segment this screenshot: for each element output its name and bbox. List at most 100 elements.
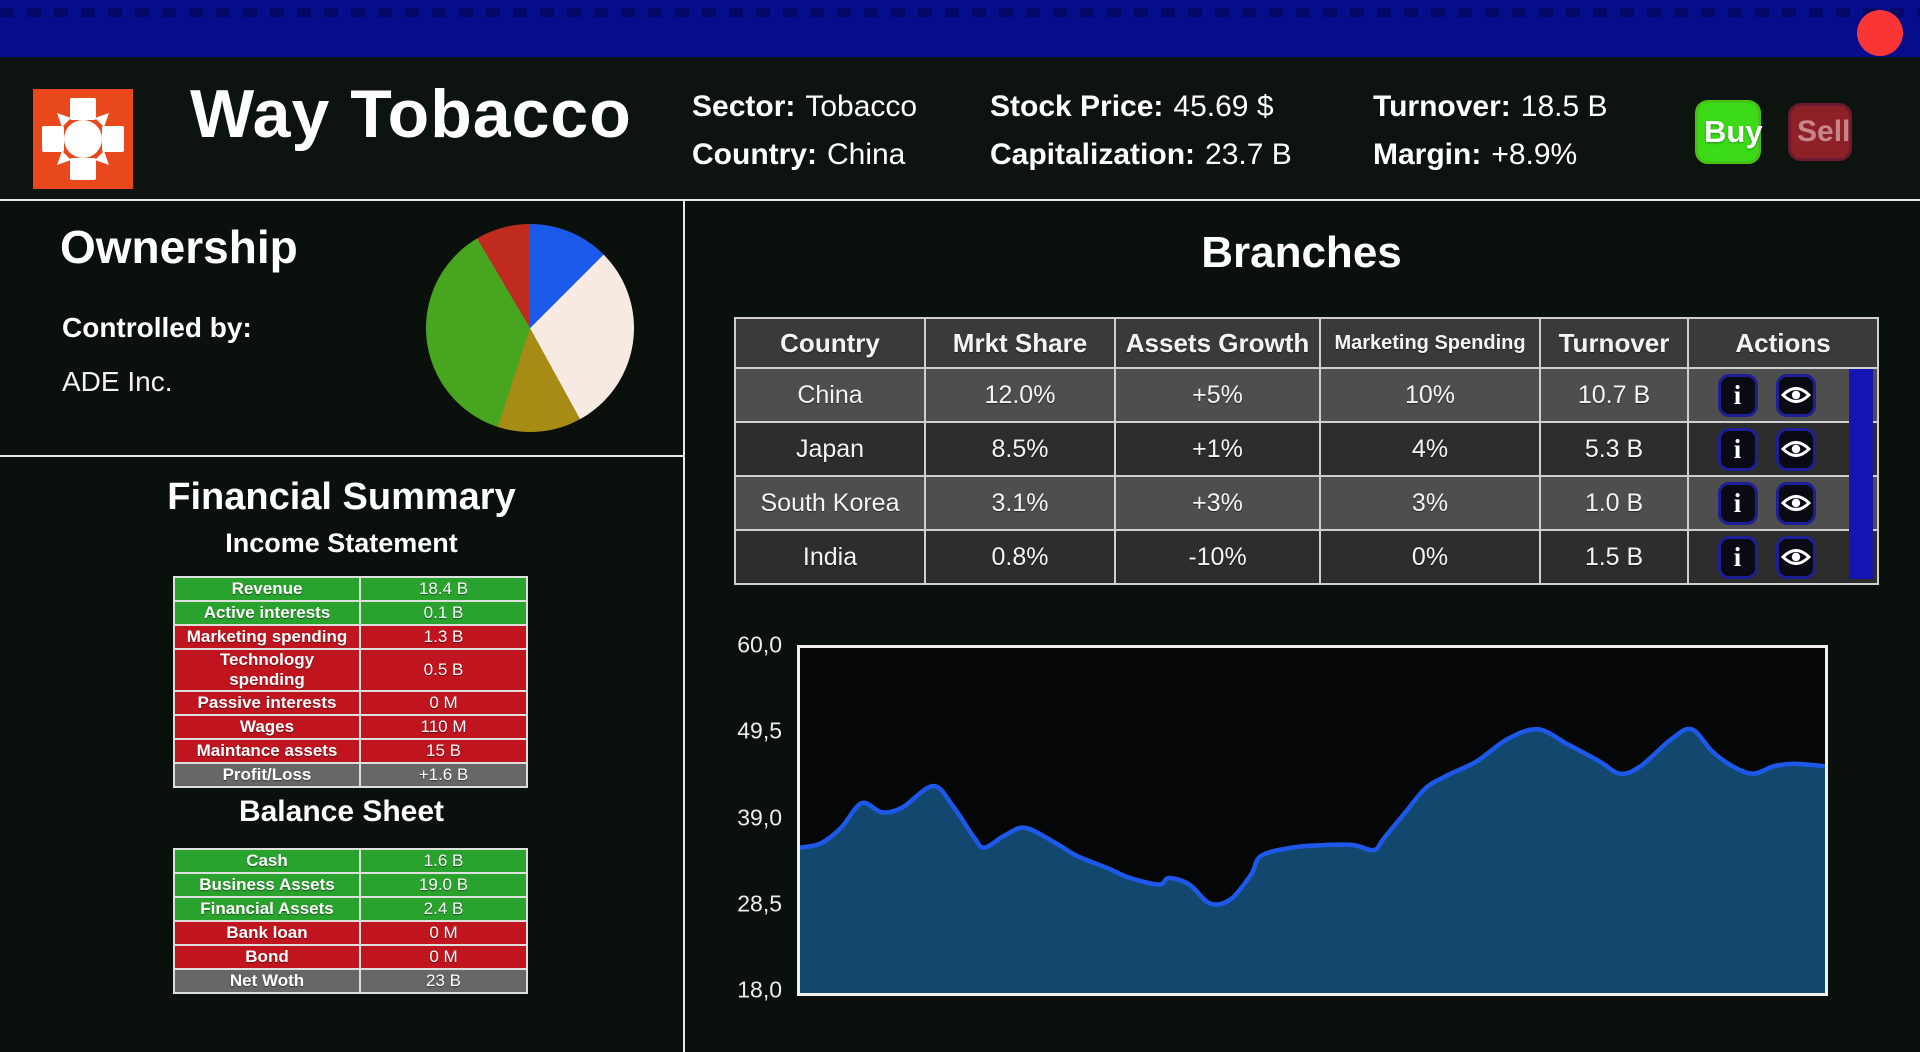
fin-row-label: Profit/Loss	[173, 762, 361, 788]
ownership-pie-chart	[426, 224, 634, 432]
branches-header-row: Country Mrkt Share Assets Growth Marketi…	[734, 317, 1879, 369]
branch-turnover: 1.5 B	[1539, 529, 1689, 585]
fin-row: Maintance assets 15 B	[173, 738, 528, 764]
col-header-marketing-spending: Marketing Spending	[1319, 317, 1541, 369]
branch-actions: i	[1687, 475, 1879, 531]
fin-row-value: 19.0 B	[359, 872, 528, 898]
fin-row-value: 110 M	[359, 714, 528, 740]
branch-info-button[interactable]: i	[1717, 427, 1758, 471]
margin-stat: Margin: +8.9%	[1373, 131, 1608, 179]
branch-assets-growth: +3%	[1114, 475, 1321, 531]
branch-view-button[interactable]	[1775, 427, 1816, 471]
fin-row: Profit/Loss +1.6 B	[173, 762, 528, 788]
y-axis-tick-label: 49,5	[737, 717, 782, 744]
branch-mrkt-share: 12.0%	[924, 367, 1116, 423]
notification-dot-icon[interactable]	[1857, 10, 1903, 56]
balance-sheet-table: Cash 1.6 B Business Assets 19.0 B Financial …	[173, 848, 528, 994]
capitalization-stat: Capitalization: 23.7 B	[990, 131, 1292, 179]
fin-row: Cash 1.6 B	[173, 848, 528, 874]
branch-marketing-spending: 0%	[1319, 529, 1541, 585]
fin-row-label: Financial Assets	[173, 896, 361, 922]
balance-sheet-title: Balance Sheet	[238, 795, 445, 828]
sell-button[interactable]: Sell	[1788, 103, 1852, 161]
eye-icon	[1780, 549, 1811, 565]
ownership-title: Ownership	[60, 221, 298, 273]
branch-view-button[interactable]	[1775, 535, 1816, 579]
financial-summary-title: Financial Summary	[167, 476, 516, 518]
fin-row-value: 15 B	[359, 738, 528, 764]
branch-mrkt-share: 0.8%	[924, 529, 1116, 585]
branch-info-button[interactable]: i	[1717, 535, 1758, 579]
branch-actions: i	[1687, 367, 1879, 423]
fin-row: Passive interests 0 M	[173, 690, 528, 716]
controlled-by-label: Controlled by:	[62, 312, 252, 343]
branch-view-button[interactable]	[1775, 481, 1816, 525]
fin-row-label: Bank loan	[173, 920, 361, 946]
info-icon: i	[1733, 433, 1742, 464]
branch-marketing-spending: 10%	[1319, 367, 1541, 423]
branches-scrollbar[interactable]	[1849, 369, 1873, 579]
fin-row-value: 0.1 B	[359, 600, 528, 626]
window-title-bar	[0, 0, 1920, 57]
branch-actions: i	[1687, 421, 1879, 477]
panel-vertical-divider	[683, 201, 685, 1052]
branch-assets-growth: +1%	[1114, 421, 1321, 477]
fin-row-value: 0 M	[359, 690, 528, 716]
fin-row-label: Cash	[173, 848, 361, 874]
fin-row: Bond 0 M	[173, 944, 528, 970]
fin-row: Bank loan 0 M	[173, 920, 528, 946]
fin-row-label: Revenue	[173, 576, 361, 602]
fin-row: Wages 110 M	[173, 714, 528, 740]
branch-info-button[interactable]: i	[1717, 481, 1758, 525]
stock-price-value: 45.69 $	[1173, 90, 1274, 123]
branch-view-button[interactable]	[1775, 373, 1816, 417]
turnover-value: 18.5 B	[1520, 90, 1608, 123]
sector-value: Tobacco	[805, 90, 918, 123]
branch-country: India	[734, 529, 926, 585]
branch-row: South Korea 3.1% +3% 3% 1.0 B i	[734, 475, 1879, 531]
country-label: Country:	[692, 138, 817, 171]
info-icon: i	[1733, 487, 1742, 518]
branches-table-wrap: Country Mrkt Share Assets Growth Marketi…	[734, 317, 1879, 585]
buy-button[interactable]: Buy	[1695, 100, 1763, 164]
branch-row: India 0.8% -10% 0% 1.5 B i	[734, 529, 1879, 585]
fin-row-value: 1.6 B	[359, 848, 528, 874]
stock-price-area	[800, 726, 1825, 993]
fin-row-value: 18.4 B	[359, 576, 528, 602]
branch-mrkt-share: 3.1%	[924, 475, 1116, 531]
margin-value: +8.9%	[1491, 138, 1578, 171]
fin-row-value: 2.4 B	[359, 896, 528, 922]
branch-country: China	[734, 367, 926, 423]
fin-row: Revenue 18.4 B	[173, 576, 528, 602]
stock-price-stat: Stock Price: 45.69 $	[990, 83, 1292, 131]
fin-row-value: +1.6 B	[359, 762, 528, 788]
branch-country: Japan	[734, 421, 926, 477]
branches-title: Branches	[1201, 228, 1402, 277]
stock-price-label: Stock Price:	[990, 90, 1164, 123]
fin-row: Technology spending 0.5 B	[173, 648, 528, 692]
ownership-bottom-divider	[0, 455, 683, 457]
branch-assets-growth: +5%	[1114, 367, 1321, 423]
controlled-by-value: ADE Inc.	[62, 366, 173, 397]
branch-marketing-spending: 4%	[1319, 421, 1541, 477]
branch-row: China 12.0% +5% 10% 10.7 B i	[734, 367, 1879, 423]
country-stat: Country: China	[692, 131, 917, 179]
branch-turnover: 10.7 B	[1539, 367, 1689, 423]
eye-icon	[1780, 495, 1811, 511]
sector-stat: Sector: Tobacco	[692, 83, 917, 131]
turnover-label: Turnover:	[1373, 90, 1511, 123]
company-header: Way Tobacco Sector: Tobacco Country: China…	[0, 57, 1920, 201]
eye-icon	[1780, 387, 1811, 403]
branch-marketing-spending: 3%	[1319, 475, 1541, 531]
country-value: China	[826, 138, 906, 171]
fin-row: Financial Assets 2.4 B	[173, 896, 528, 922]
turnover-stat: Turnover: 18.5 B	[1373, 83, 1608, 131]
income-statement-table: Revenue 18.4 B Active interests 0.1 B Market…	[173, 576, 528, 788]
branch-info-button[interactable]: i	[1717, 373, 1758, 417]
chart-y-axis: 60,0 49,5 39,0 28,5 18,0	[640, 632, 788, 1003]
company-logo-icon	[33, 88, 133, 190]
header-stats-column-3: Turnover: 18.5 B Margin: +8.9%	[1373, 83, 1608, 179]
y-axis-tick-label: 28,5	[737, 890, 782, 917]
branch-assets-growth: -10%	[1114, 529, 1321, 585]
